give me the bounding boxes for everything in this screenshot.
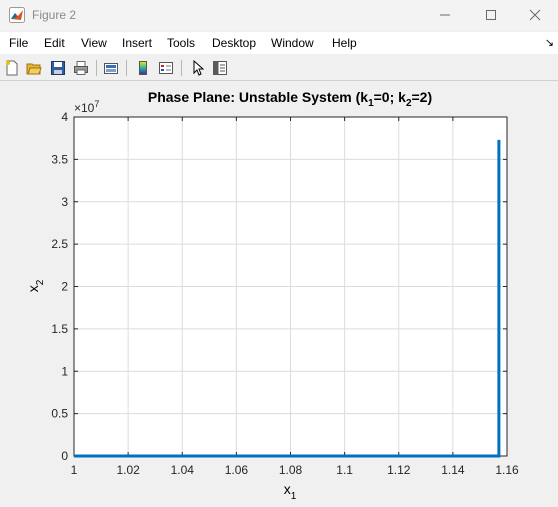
minimize-icon (440, 14, 450, 16)
pointer-icon[interactable] (189, 59, 207, 77)
maximize-button[interactable] (468, 0, 514, 30)
x-tick-label: 1.02 (116, 463, 140, 477)
menu-desktop[interactable]: Desktop (212, 36, 257, 50)
colorbar-icon[interactable] (134, 59, 152, 77)
x-tick-label: 1.1 (336, 463, 353, 477)
property-editor-icon[interactable] (211, 59, 229, 77)
toolbar-separator (181, 60, 182, 76)
toolbar-separator (96, 60, 97, 76)
x-tick-label: 1.08 (279, 463, 303, 477)
y-exponent-label: ×107 (74, 99, 99, 115)
x-tick-label: 1.04 (171, 463, 195, 477)
x-axis-label: x1 (284, 481, 297, 502)
menu-view[interactable]: View (81, 36, 107, 50)
y-tick-label: 0.5 (51, 407, 68, 421)
phase-plane-chart[interactable]: 1 1.02 1.04 1.06 1.08 1.1 1.12 1.14 1.16 0 0.5 1 1.5… (0, 81, 558, 502)
y-tick-label: 2 (61, 280, 68, 294)
y-tick-label: 3 (61, 195, 68, 209)
x-tick-label: 1.12 (387, 463, 411, 477)
new-figure-icon[interactable] (3, 59, 21, 77)
window-title: Figure 2 (32, 8, 77, 22)
y-tick-label: 4 (61, 110, 68, 124)
y-tick-label: 2.5 (51, 237, 68, 251)
plot-lines (74, 139, 501, 458)
menu-overflow-icon[interactable]: ↘ (544, 37, 554, 49)
minimize-button[interactable] (422, 0, 468, 30)
y-axis-label: x2 (25, 279, 46, 292)
x-tick-label: 1.16 (495, 463, 519, 477)
menu-edit[interactable]: Edit (44, 36, 65, 50)
matlab-icon (9, 7, 25, 23)
print-icon[interactable] (72, 59, 90, 77)
figure-toolbar (0, 56, 558, 81)
open-file-icon[interactable] (25, 59, 43, 77)
axis-ticks: 1 1.02 1.04 1.06 1.08 1.1 1.12 1.14 1.16 0 0.5 1 1.5… (51, 110, 519, 477)
title-bar: Figure 2 (0, 0, 558, 30)
legend-icon[interactable] (157, 59, 175, 77)
link-plot-icon[interactable] (102, 59, 120, 77)
save-icon[interactable] (49, 59, 67, 77)
x-tick-label: 1.06 (225, 463, 249, 477)
chart-title: Phase Plane: Unstable System (k1=0; k2=2… (148, 89, 432, 109)
menu-help[interactable]: Help (332, 36, 357, 50)
toolbar-separator (126, 60, 127, 76)
x-tick-label: 1.14 (441, 463, 465, 477)
menu-tools[interactable]: Tools (167, 36, 196, 50)
trajectory-line (74, 139, 501, 458)
menu-window[interactable]: Window (271, 36, 314, 50)
close-button[interactable] (512, 0, 558, 30)
y-tick-label: 1 (61, 364, 68, 378)
menu-insert[interactable]: Insert (122, 36, 153, 50)
close-icon (529, 9, 541, 21)
y-tick-label: 0 (61, 449, 68, 463)
figure-canvas[interactable]: 1 1.02 1.04 1.06 1.08 1.1 1.12 1.14 1.16 0 0.5 1 1.5… (0, 81, 558, 502)
x-tick-label: 1 (71, 463, 78, 477)
maximize-icon (486, 10, 496, 20)
menu-bar: File Edit View Insert Tools Desktop Wind… (0, 32, 558, 54)
y-tick-label: 3.5 (51, 152, 68, 166)
menu-file[interactable]: File (9, 36, 29, 50)
y-tick-label: 1.5 (51, 322, 68, 336)
